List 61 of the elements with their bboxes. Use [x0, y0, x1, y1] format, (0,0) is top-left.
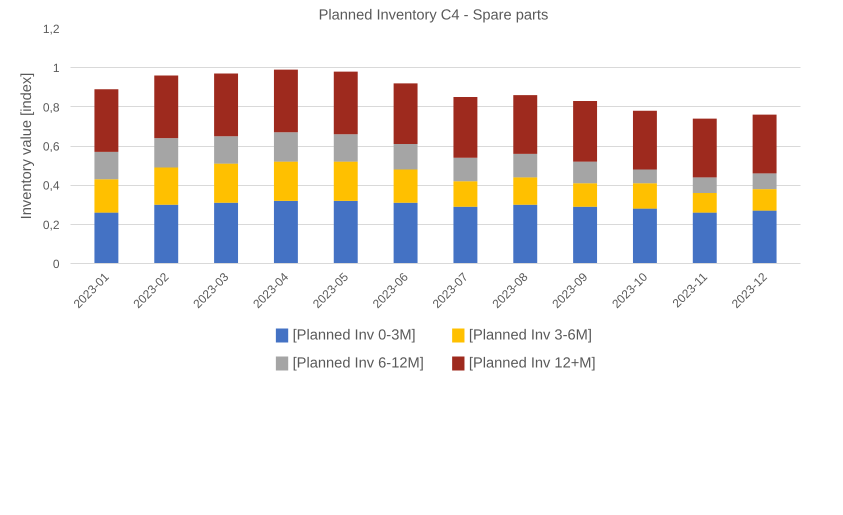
y-tick-label: 0,8	[42, 100, 60, 114]
bar	[453, 206, 478, 264]
bar	[154, 168, 178, 205]
bar	[513, 177, 538, 205]
y-tick-label: 0,4	[42, 178, 60, 193]
bar	[94, 212, 118, 264]
bar	[394, 170, 418, 203]
bar	[752, 210, 777, 264]
bar	[513, 95, 538, 154]
bar	[573, 206, 598, 264]
bar	[692, 177, 717, 193]
bar	[94, 152, 118, 180]
legend-label: [Planned Inv 3-6M]	[468, 328, 592, 344]
bar	[513, 154, 538, 178]
bar	[214, 136, 238, 164]
bar	[394, 202, 418, 264]
bar	[632, 110, 657, 170]
y-tick-label: 1,2	[42, 22, 60, 36]
bar	[94, 179, 118, 213]
bar	[573, 100, 598, 162]
bar	[752, 114, 777, 174]
bar	[692, 193, 717, 213]
bar	[214, 74, 238, 136]
y-axis-title: Inventory value [index]	[18, 72, 35, 220]
bar	[513, 204, 538, 264]
chart-title: Planned Inventory C4 - Spare parts	[318, 8, 548, 24]
bar	[394, 144, 418, 170]
bar	[334, 72, 358, 134]
bar	[154, 204, 178, 264]
bar	[632, 170, 657, 184]
bar	[573, 162, 598, 184]
bar	[154, 76, 178, 138]
bar	[752, 173, 777, 190]
y-tick-label: 0,2	[42, 218, 60, 232]
bar	[334, 162, 358, 201]
bar	[334, 134, 358, 162]
y-tick-label: 0,6	[42, 140, 60, 154]
bar	[274, 132, 298, 162]
bar	[453, 97, 478, 158]
bar	[453, 158, 478, 182]
legend-label: [Planned Inv 12+M]	[468, 356, 596, 372]
y-tick-label: 1	[52, 61, 60, 76]
bar	[274, 70, 298, 132]
bar	[334, 200, 358, 264]
bar	[692, 118, 717, 178]
bar	[154, 138, 178, 168]
bar	[274, 200, 298, 264]
bar	[214, 202, 238, 264]
legend-label: [Planned Inv 0-3M]	[292, 328, 416, 344]
bar	[692, 212, 717, 264]
y-tick-label: 0	[52, 257, 60, 271]
bar	[632, 208, 657, 264]
bar	[214, 164, 238, 203]
bar	[94, 89, 118, 152]
bar	[752, 189, 777, 211]
bar	[632, 183, 657, 209]
legend-label: [Planned Inv 6-12M]	[292, 356, 424, 372]
bar	[573, 183, 598, 207]
bar	[453, 181, 478, 207]
bar	[274, 162, 298, 201]
bar	[394, 83, 418, 144]
